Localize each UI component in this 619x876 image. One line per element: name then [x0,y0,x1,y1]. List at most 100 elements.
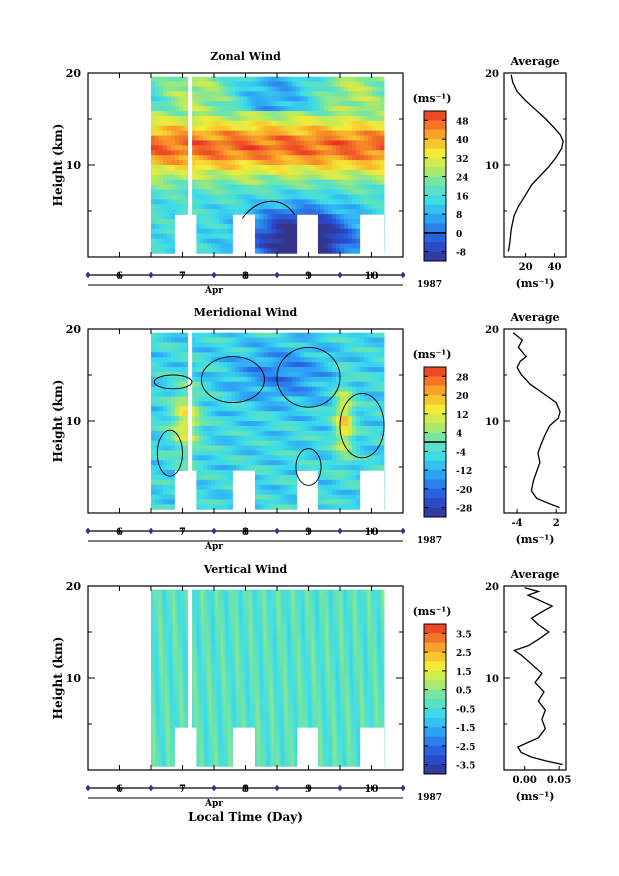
heatmap-cell [267,342,272,348]
heatmap-cell [231,425,236,432]
heatmap-cell [376,367,381,373]
heatmap-cell [171,125,176,132]
profile-frame [503,328,567,514]
heatmap-cell [303,120,309,127]
heatmap-cell [207,223,212,230]
heatmap-cell [351,367,357,373]
heatmap-cell [247,111,252,117]
heatmap-cell [275,440,281,446]
heatmap-cell [157,673,160,679]
heatmap-cell [171,717,174,723]
heatmap-cell [351,228,357,235]
heatmap-cell [376,411,381,417]
heatmap-cell [171,633,174,640]
heatmap-cell [207,169,212,176]
heatmap-cell [219,499,224,505]
heatmap-cell [271,160,276,166]
heatmap-cell [165,741,168,748]
heatmap-cell [319,135,325,141]
heatmap-cell [183,130,188,136]
heatmap-cell [299,455,305,461]
heatmap-cell [211,396,216,402]
heatmap-cell [191,430,196,437]
heatmap-cell [207,406,212,412]
heatmap-cell [372,332,377,338]
heatmap-cell [227,243,232,249]
heatmap-cell [259,228,264,235]
heatmap-cell [219,130,224,136]
heatmap-cell [323,342,329,348]
heatmap-cell [355,165,361,171]
heatmap-cell [295,347,301,353]
heatmap-cell [299,406,305,412]
heatmap-cell [175,91,180,97]
heatmap-cell [153,633,156,640]
heatmap-cell [223,367,228,373]
heatmap-cell [223,362,228,368]
heatmap-cell [191,435,196,442]
heatmap-cell [203,214,208,220]
heatmap-cell [191,169,196,176]
heatmap-cell [167,445,172,451]
heatmap-cell [163,223,168,230]
heatmap-cell [191,140,196,146]
data-gap [360,470,385,514]
heatmap-cell [311,371,317,378]
heatmap-cell [159,450,164,456]
heatmap-cell [199,189,204,195]
heatmap-cell [175,362,180,368]
heatmap-cell [211,504,216,510]
heatmap-cell [315,140,321,146]
heatmap-cell [183,115,188,122]
heatmap-cell [343,416,349,422]
heatmap-cell [177,707,180,713]
heatmap-cell [335,125,341,132]
heatmap-cell [223,233,228,239]
heatmap-cell [173,673,176,679]
heatmap-cell [151,756,154,762]
heatmap-cell [183,189,188,195]
heatmap-cell [283,465,289,471]
heatmap-cell [247,391,252,397]
heatmap-cell [303,425,309,432]
heatmap-cell [227,155,232,161]
heatmap-cell [195,479,200,486]
heatmap-cell [355,367,361,373]
heatmap-cell [161,589,164,595]
heatmap-cell [181,604,184,610]
heatmap-cell [191,194,196,200]
heatmap-cell [267,111,272,117]
heatmap-cell [271,199,276,205]
heatmap-cell [215,401,220,407]
heatmap-cell [223,160,228,166]
heatmap-cell [339,391,345,397]
heatmap-cell [283,160,289,166]
heatmap-cell [327,140,333,146]
heatmap-cell [167,658,170,664]
heatmap-cell [335,391,341,397]
heatmap-cell [355,455,361,461]
heatmap-cell [195,460,200,466]
heatmap-cell [207,470,212,476]
heatmap-cell [211,209,216,215]
heatmap-cell [376,347,381,353]
heatmap-cell [251,165,256,171]
heatmap-cell [165,663,168,669]
heatmap-cell [243,165,248,171]
heatmap-cell [243,120,248,127]
heatmap-cell [259,238,264,244]
heatmap-cell [163,609,166,615]
heatmap-cell [165,589,168,595]
heatmap-cell [151,702,154,708]
colorbar-band [424,404,446,415]
heatmap-cell [215,440,220,446]
heatmap-cell [239,179,244,186]
heatmap-cell [327,460,333,466]
heatmap-cell [343,160,349,166]
heatmap-cell [215,248,220,254]
heatmap-cell [327,243,333,249]
heatmap-cell [247,362,252,368]
heatmap-cell [251,199,256,205]
heatmap-cell [211,194,216,200]
heatmap-cell [376,204,381,210]
